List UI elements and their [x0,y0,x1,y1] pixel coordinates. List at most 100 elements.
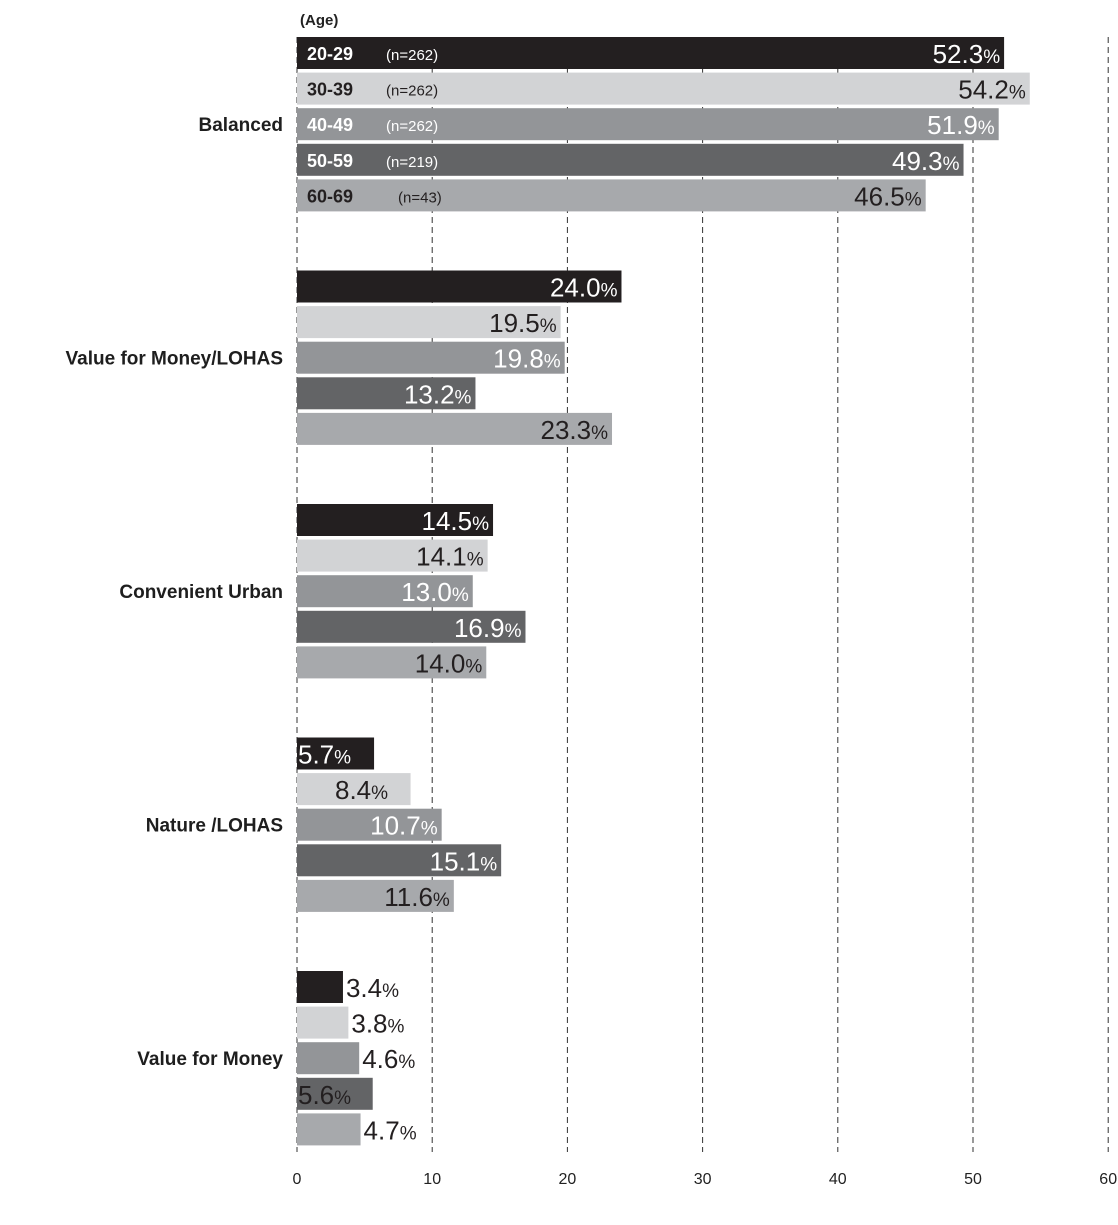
legend-age-label: 20-29 [307,44,353,64]
x-tick-label: 0 [293,1171,302,1188]
bar-50-59-1 [297,377,476,410]
bar-60-69-2 [297,646,487,679]
percent-sign: % [382,981,399,1002]
gridlines [296,37,1109,1152]
value-label: 13.0% [401,577,469,607]
value-number: 14.5 [422,506,473,536]
percent-sign: % [467,550,484,571]
legend-age-label: 50-59 [307,151,353,171]
value-number: 15.1 [430,846,481,876]
value-number: 19.5 [489,308,540,338]
bar-30-39-1 [297,306,561,339]
value-number: 4.6 [362,1044,398,1074]
legend-age-label: 40-49 [307,115,353,135]
bar-20-29-4 [297,971,343,1003]
bar-60-69-4 [297,1113,361,1146]
percent-sign: % [388,1017,405,1038]
bar-30-39-4 [297,1006,349,1039]
value-number: 19.8 [493,344,544,374]
percent-sign: % [540,316,557,337]
value-label: 49.3% [892,146,960,176]
legend-age-label: 30-39 [307,80,353,100]
category-label: Balanced [199,115,283,136]
category-label: Value for Money [137,1049,283,1070]
bar-20-29-0 [297,37,1005,69]
value-number: 16.9 [454,613,505,643]
bar-30-39-2 [297,539,488,572]
value-number: 3.8 [351,1009,387,1039]
value-number: 14.1 [416,542,467,572]
value-label: 19.8% [493,344,561,374]
bar-60-69-0 [297,179,926,212]
value-label: 23.3% [541,415,609,445]
labels: 0 10 20 30 40 50 60 (Age) Balanced 52.3% 20-29 (n=2… [66,12,1118,1188]
bar-40-49-3 [297,808,442,841]
value-label: 4.6% [362,1044,415,1074]
percent-sign: % [983,47,1000,68]
value-label: 11.6% [384,882,450,912]
category-label: Nature /LOHAS [146,816,283,837]
value-number: 5.7 [298,740,334,770]
x-tick-label: 10 [423,1171,441,1188]
x-tick-label: 60 [1099,1171,1117,1188]
bar-20-29-2 [297,504,494,536]
percent-sign: % [371,783,388,804]
bar-40-49-4 [297,1042,360,1075]
percent-sign: % [433,890,450,911]
percent-sign: % [465,656,482,677]
bar-50-59-3 [297,844,502,877]
value-number: 46.5 [854,181,905,211]
percent-sign: % [400,1123,417,1144]
percent-sign: % [334,748,351,769]
value-label: 24.0% [550,273,618,303]
bar-50-59-0 [297,143,964,176]
value-label: 19.5% [489,308,557,338]
x-tick-label: 30 [694,1171,712,1188]
bar-50-59-4 [297,1077,373,1110]
percent-sign: % [472,514,489,535]
category-label: Convenient Urban [119,582,283,603]
percent-sign: % [591,423,608,444]
percent-sign: % [398,1052,415,1073]
value-label: 3.4% [346,973,399,1003]
value-number: 52.3 [933,39,984,69]
value-label: 14.5% [422,506,490,536]
x-tick-label: 50 [964,1171,982,1188]
value-label: 10.7% [370,811,438,841]
legend-n-label: (n=262) [386,118,438,135]
value-label: 4.7% [364,1115,417,1145]
value-label: 5.6% [298,1080,351,1110]
value-label: 16.9% [454,613,522,643]
value-label: 14.1% [416,542,484,572]
value-label: 51.9% [927,110,995,140]
legend-n-label: (n=219) [386,154,438,171]
value-label: 3.8% [351,1009,404,1039]
bar-20-29-3 [297,737,375,770]
value-number: 14.0 [415,648,466,678]
percent-sign: % [978,118,995,139]
value-number: 23.3 [541,415,592,445]
value-label: 14.0% [415,648,483,678]
percent-sign: % [334,1088,351,1109]
bar-30-39-3 [297,773,411,806]
percent-sign: % [480,854,497,875]
value-label: 8.4% [335,775,388,805]
legend-title: (Age) [300,12,338,29]
value-number: 13.2 [404,379,455,409]
bar-60-69-1 [297,412,613,445]
bar-30-39-0 [297,72,1030,105]
value-number: 49.3 [892,146,943,176]
percent-sign: % [601,281,618,302]
percent-sign: % [905,189,922,210]
legend-n-label: (n=262) [386,47,438,64]
value-label: 46.5% [854,181,922,211]
value-label: 5.7% [298,740,351,770]
value-number: 8.4 [335,775,371,805]
value-label: 52.3% [933,39,1001,69]
x-tick-label: 40 [829,1171,847,1188]
value-number: 4.7 [364,1115,400,1145]
bar-50-59-2 [297,610,526,643]
value-number: 24.0 [550,273,601,303]
bar-40-49-1 [297,341,565,374]
